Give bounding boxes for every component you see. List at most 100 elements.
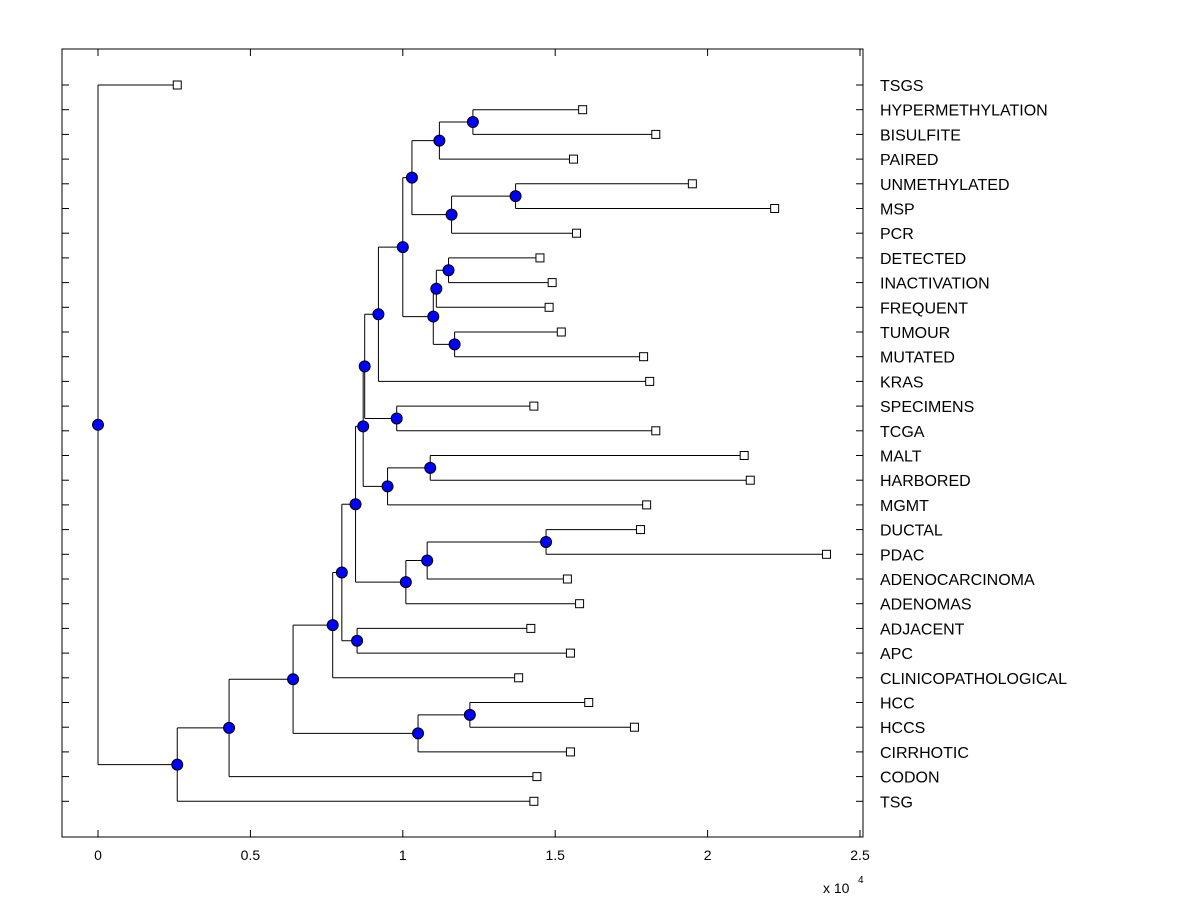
leaf-label: ADJACENT xyxy=(880,621,965,638)
x-tick-label: 1 xyxy=(399,847,407,863)
leaf-marker xyxy=(821,549,831,559)
node-marker xyxy=(335,566,348,579)
node-marker xyxy=(509,190,522,203)
leaf-label: PCR xyxy=(880,226,914,243)
x-multiplier-label: x 10 xyxy=(823,880,850,896)
dendrogram-links xyxy=(97,84,827,802)
leaf-label: MGMT xyxy=(880,498,929,515)
node-marker xyxy=(445,208,458,221)
leaf-label: APC xyxy=(880,646,913,663)
node-marker xyxy=(390,412,403,425)
leaf-label: HYPERMETHYLATION xyxy=(880,103,1048,120)
node-marker xyxy=(92,418,104,431)
leaf-label: TUMOUR xyxy=(880,325,950,342)
leaf-marker xyxy=(514,673,524,683)
leaf-marker xyxy=(529,796,539,806)
node-marker xyxy=(351,634,364,647)
leaf-label: UNMETHYLATED xyxy=(880,177,1010,194)
leaf-label: CIRRHOTIC xyxy=(880,745,969,762)
leaf-marker xyxy=(526,623,536,633)
leaf-marker xyxy=(547,278,557,288)
x-tick-label: 2.5 xyxy=(850,847,870,863)
leaf-marker xyxy=(565,648,575,658)
leaf-label: DETECTED xyxy=(880,251,966,268)
node-markers xyxy=(92,116,553,771)
x-tick-label: 0 xyxy=(94,847,102,863)
leaf-label: KRAS xyxy=(880,374,924,391)
leaf-marker xyxy=(575,599,585,609)
plot-frame xyxy=(61,48,864,838)
leaf-marker xyxy=(642,500,652,510)
node-marker xyxy=(381,480,394,493)
node-marker xyxy=(448,338,461,351)
leaf-label: PDAC xyxy=(880,547,924,564)
leaf-label: ADENOMAS xyxy=(880,597,972,614)
node-marker xyxy=(421,554,434,567)
leaf-label: CLINICOPATHOLOGICAL xyxy=(880,671,1067,688)
leaf-marker xyxy=(739,451,749,460)
node-marker xyxy=(171,758,184,771)
node-marker xyxy=(466,116,479,129)
node-marker xyxy=(396,241,409,254)
leaf-marker xyxy=(529,401,539,411)
node-marker xyxy=(372,308,385,321)
leaf-labels: TSGS HYPERMETHYLATION BISULFITE PAIRED UNMET… xyxy=(880,78,1067,811)
x-tick-label: 2 xyxy=(704,847,712,863)
leaf-label: INACTIVATION xyxy=(880,276,990,293)
x-axis: 0 0.5 1 1.5 2 2.5 xyxy=(94,49,870,863)
leaf-marker xyxy=(562,574,572,584)
leaf-label: MSP xyxy=(880,202,915,219)
leaf-label: FREQUENT xyxy=(880,300,968,317)
leaf-label: PAIRED xyxy=(880,152,938,169)
leaf-marker xyxy=(645,376,655,386)
leaf-marker xyxy=(629,722,639,732)
leaf-marker xyxy=(745,475,755,485)
leaf-marker xyxy=(770,204,780,213)
node-marker xyxy=(412,727,425,740)
leaf-marker xyxy=(651,426,661,436)
node-marker xyxy=(442,264,455,277)
leaf-marker xyxy=(687,179,697,189)
node-marker xyxy=(223,721,236,734)
node-marker xyxy=(326,619,339,632)
leaf-label: SPECIMENS xyxy=(880,399,974,416)
node-marker xyxy=(405,171,418,184)
x-multiplier: x 10 4 xyxy=(823,875,864,896)
node-marker xyxy=(463,708,476,721)
leaf-marker xyxy=(651,129,661,139)
leaf-label: MUTATED xyxy=(880,350,955,367)
leaf-marker xyxy=(172,80,182,90)
leaf-marker xyxy=(572,228,582,238)
node-marker xyxy=(357,420,370,433)
leaf-marker xyxy=(636,525,646,535)
leaf-label: TSGS xyxy=(880,78,924,95)
leaf-markers xyxy=(172,80,831,806)
leaf-label: TCGA xyxy=(880,424,925,441)
node-marker xyxy=(349,498,362,511)
leaf-label: BISULFITE xyxy=(880,127,961,144)
leaf-marker xyxy=(568,154,578,164)
node-marker xyxy=(433,134,446,147)
x-tick-label: 1.5 xyxy=(545,847,565,863)
node-marker xyxy=(358,360,371,373)
node-marker xyxy=(424,461,437,474)
leaf-label: HCC xyxy=(880,696,915,713)
node-marker xyxy=(427,310,440,323)
leaf-marker xyxy=(639,352,649,362)
leaf-marker xyxy=(544,302,554,312)
leaf-label: HCCS xyxy=(880,720,925,737)
leaf-label: DUCTAL xyxy=(880,523,943,540)
node-marker xyxy=(540,535,553,548)
leaf-marker xyxy=(556,327,566,337)
x-tick-label: 0.5 xyxy=(241,847,261,863)
x-multiplier-exponent: 4 xyxy=(858,875,864,886)
leaf-label: MALT xyxy=(880,449,922,466)
leaf-marker xyxy=(532,772,542,782)
leaf-marker xyxy=(565,747,575,757)
y-tick-marks xyxy=(62,84,863,802)
node-marker xyxy=(430,282,443,295)
leaf-marker xyxy=(535,253,545,263)
node-marker xyxy=(287,673,300,686)
leaf-label: ADENOCARCINOMA xyxy=(880,572,1035,589)
